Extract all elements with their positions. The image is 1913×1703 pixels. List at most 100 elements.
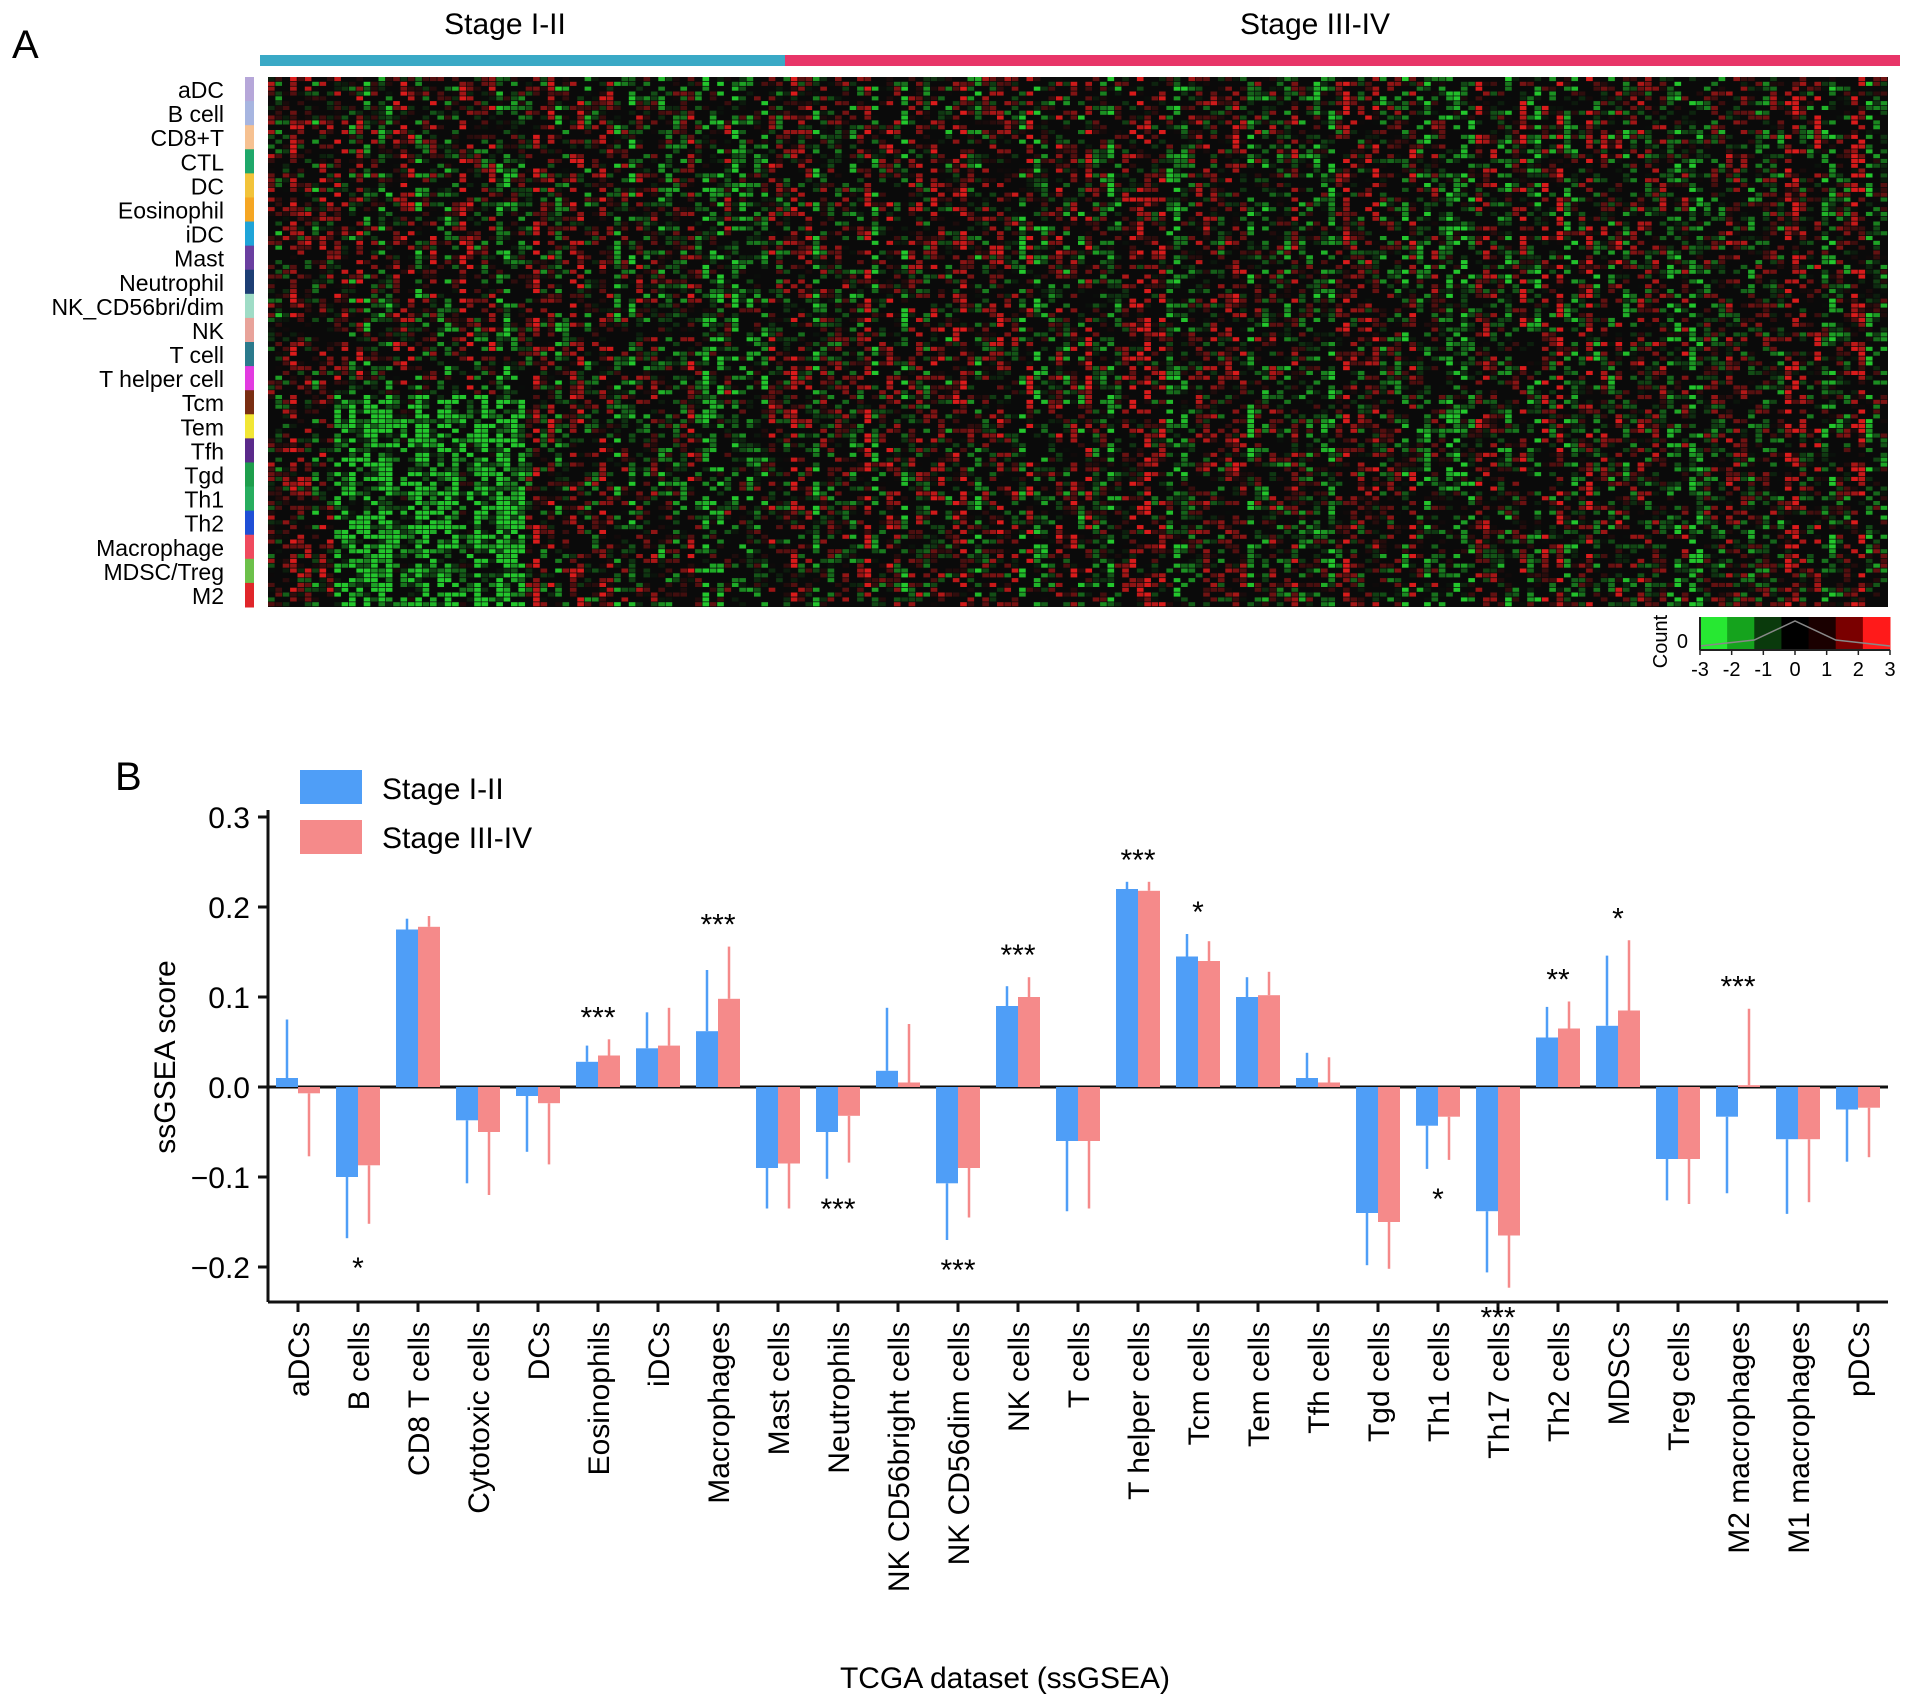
heatmap-cell — [960, 173, 967, 177]
heatmap-cell — [334, 250, 341, 255]
heatmap-cell — [1777, 130, 1785, 135]
heatmap-cell — [1372, 202, 1380, 207]
heatmap-cell — [1321, 101, 1328, 106]
heatmap-cell — [916, 130, 923, 135]
heatmap-cell — [783, 221, 791, 226]
heatmap-cell — [334, 105, 341, 110]
heatmap-cell — [385, 130, 393, 135]
heatmap-cell — [1409, 101, 1417, 106]
heatmap-cell — [805, 101, 813, 106]
heatmap-cell — [1203, 120, 1210, 125]
heatmap-cell — [1070, 115, 1078, 120]
heatmap-cell — [1431, 120, 1439, 125]
heatmap-cell — [481, 250, 489, 255]
heatmap-cell — [1291, 236, 1299, 241]
heatmap-cell — [879, 101, 886, 106]
heatmap-cell — [1622, 120, 1630, 125]
heatmap-cell — [1424, 240, 1431, 245]
heatmap-cell — [724, 149, 732, 154]
heatmap-cell — [783, 178, 791, 183]
heatmap-cell — [1645, 149, 1652, 154]
heatmap-cell — [1843, 86, 1851, 91]
heatmap-cell — [349, 110, 356, 115]
heatmap-cell — [1188, 216, 1196, 221]
heatmap-cell — [282, 173, 290, 178]
heatmap-cell — [820, 77, 827, 82]
heatmap-cell — [1821, 221, 1829, 226]
heatmap-cell — [1821, 216, 1829, 221]
heatmap-cell — [1843, 110, 1851, 115]
heatmap-cell — [1328, 178, 1336, 183]
heatmap-cell — [790, 192, 798, 197]
heatmap-cell — [1726, 154, 1733, 159]
heatmap-cell — [820, 221, 827, 226]
heatmap-cell — [1799, 202, 1807, 207]
heatmap-cell — [1534, 216, 1542, 221]
heatmap-cell — [1497, 173, 1505, 178]
heatmap-cell — [1350, 240, 1358, 245]
heatmap-cell — [1674, 96, 1682, 101]
heatmap-cell — [842, 211, 850, 216]
heatmap-cell — [1136, 154, 1144, 159]
heatmap-cell — [341, 255, 349, 260]
heatmap-cell — [1181, 221, 1188, 226]
heatmap-cell — [1777, 101, 1785, 106]
heatmap-cell — [1740, 183, 1748, 188]
heatmap-cell — [569, 144, 577, 149]
heatmap-cell — [1254, 158, 1262, 163]
heatmap-cell — [1026, 101, 1034, 106]
heatmap-cell — [481, 255, 489, 260]
heatmap-cell — [444, 163, 452, 168]
heatmap-cell — [393, 139, 400, 144]
heatmap-cell — [695, 144, 702, 149]
heatmap-cell — [452, 144, 459, 149]
heatmap-cell — [952, 81, 960, 86]
heatmap-cell — [349, 86, 356, 91]
heatmap-cell — [1851, 250, 1858, 255]
heatmap-cell — [400, 77, 408, 82]
heatmap-cell — [577, 120, 584, 125]
heatmap-cell — [1055, 158, 1063, 163]
heatmap-cell — [1335, 240, 1343, 245]
heatmap-cell — [798, 120, 805, 125]
heatmap-cell — [282, 115, 290, 120]
heatmap-cell — [1807, 246, 1814, 250]
heatmap-cell — [1865, 134, 1873, 139]
heatmap-cell — [1600, 207, 1608, 212]
heatmap-cell — [1726, 173, 1733, 178]
heatmap-cell — [320, 92, 327, 96]
heatmap-cell — [1416, 250, 1424, 255]
heatmap-cell — [1409, 144, 1417, 149]
heatmap-cell — [643, 221, 651, 226]
heatmap-cell — [1078, 101, 1085, 106]
heatmap-cell — [503, 207, 511, 212]
heatmap-cell — [547, 149, 555, 154]
heatmap-cell — [1114, 134, 1122, 139]
heatmap-cell — [1630, 158, 1637, 163]
heatmap-cell — [1512, 120, 1520, 125]
heatmap-cell — [1262, 130, 1269, 135]
heatmap-cell — [901, 226, 908, 231]
heatmap-cell — [1468, 221, 1475, 226]
heatmap-cell — [784, 106, 791, 110]
heatmap-cell — [1254, 211, 1262, 216]
heatmap-cell — [724, 168, 732, 173]
heatmap-cell — [835, 120, 842, 125]
heatmap-cell — [1416, 149, 1424, 154]
heatmap-cell — [673, 231, 680, 236]
heatmap-cell — [628, 245, 636, 250]
heatmap-cell — [1004, 245, 1012, 250]
heatmap-cell — [430, 207, 437, 211]
heatmap-cell — [1232, 120, 1240, 125]
heatmap-cell — [1681, 139, 1689, 144]
heatmap-cell — [695, 154, 702, 159]
heatmap-cell — [1217, 221, 1225, 226]
heatmap-cell — [268, 77, 275, 82]
heatmap-cell — [621, 130, 629, 135]
heatmap-cell — [614, 139, 621, 144]
heatmap-cell — [791, 111, 798, 115]
heatmap-cell — [1328, 187, 1336, 192]
heatmap-cell — [1314, 120, 1321, 124]
heatmap-cell — [1173, 86, 1181, 91]
heatmap-cell — [997, 240, 1004, 245]
